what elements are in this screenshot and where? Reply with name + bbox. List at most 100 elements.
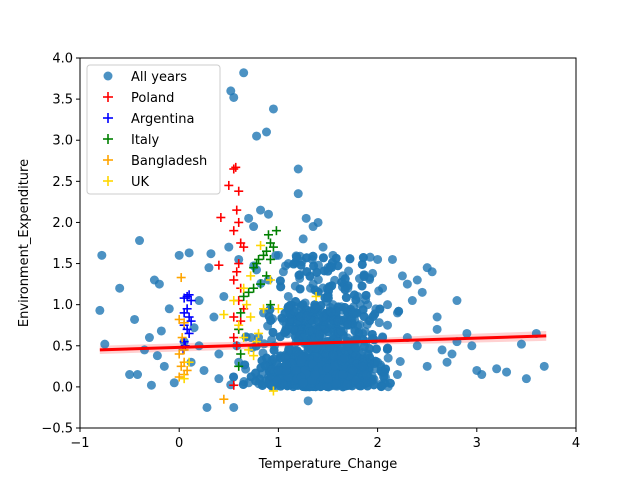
- legend-entry: All years: [103, 70, 187, 85]
- poland-marker: [214, 260, 224, 270]
- y-tick-label: 1.0: [52, 298, 73, 313]
- all-years-point: [269, 345, 279, 355]
- legend-marker: [103, 113, 113, 123]
- all-years-point: [97, 250, 107, 260]
- all-years-point: [283, 259, 293, 269]
- all-years-point: [257, 356, 267, 366]
- all-years-point: [308, 251, 318, 261]
- x-tick-label: 1: [274, 436, 282, 451]
- y-tick-label: 3.5: [52, 93, 73, 108]
- all-years-point: [251, 368, 261, 378]
- all-years-point: [288, 324, 298, 334]
- all-years-point: [293, 189, 303, 199]
- all-years-point: [357, 259, 367, 269]
- uk-marker: [242, 300, 252, 310]
- all-years-point: [353, 291, 363, 301]
- all-years-point: [374, 318, 384, 328]
- legend-entry: Argentina: [103, 112, 194, 127]
- all-years-point: [214, 349, 224, 359]
- all-years-point: [381, 364, 391, 374]
- all-years-point: [152, 351, 162, 361]
- all-years-point: [323, 293, 333, 303]
- all-years-point: [376, 382, 386, 392]
- italy-marker: [259, 250, 269, 260]
- bangladesh-marker: [174, 314, 184, 324]
- all-years-point: [361, 290, 371, 300]
- all-years-point: [492, 364, 502, 374]
- poland-marker: [229, 164, 239, 174]
- poland-marker: [229, 226, 239, 236]
- x-axis-label: Temperature_Change: [258, 457, 398, 472]
- all-years-point: [229, 372, 239, 382]
- italy-marker: [244, 287, 254, 297]
- all-years-point: [383, 353, 393, 363]
- poland-marker: [234, 217, 244, 227]
- legend-label: All years: [131, 70, 187, 85]
- all-years-point: [385, 378, 395, 388]
- all-years-point: [359, 271, 369, 281]
- argentina-marker: [184, 328, 194, 338]
- all-years-point: [224, 242, 234, 252]
- all-years-point: [298, 333, 308, 343]
- all-years-point: [382, 344, 392, 354]
- poland-marker: [239, 242, 249, 252]
- all-years-point: [303, 396, 313, 406]
- all-years-point: [202, 402, 212, 412]
- all-years-point: [338, 370, 348, 380]
- all-years-point: [358, 361, 368, 371]
- y-tick-label: 4.0: [52, 52, 73, 67]
- all-years-point: [239, 68, 249, 78]
- uk-marker: [234, 320, 244, 330]
- all-years-point: [348, 365, 358, 375]
- all-years-point: [338, 271, 348, 281]
- all-years-point: [417, 287, 427, 297]
- all-years-point: [291, 366, 301, 376]
- all-years-point: [285, 344, 295, 354]
- uk-marker: [254, 328, 264, 338]
- all-years-point: [315, 330, 325, 340]
- all-years-point: [323, 263, 333, 273]
- all-years-point: [356, 381, 366, 391]
- uk-marker: [244, 345, 254, 355]
- plot-frame: [79, 57, 577, 429]
- legend-marker: [103, 155, 113, 165]
- all-years-point: [318, 242, 328, 252]
- legend-entry: Poland: [103, 91, 174, 106]
- all-years-point: [365, 252, 375, 262]
- all-years-point: [432, 312, 442, 322]
- uk-marker: [184, 357, 194, 367]
- y-tick-label: 1.5: [52, 257, 73, 272]
- argentina-marker: [179, 308, 189, 318]
- all-years-point: [95, 305, 105, 315]
- all-years-point: [331, 379, 341, 389]
- uk-marker: [249, 351, 259, 361]
- all-years-point: [159, 361, 169, 371]
- all-years-point: [322, 381, 332, 391]
- all-years-point: [379, 372, 389, 382]
- argentina-marker: [182, 324, 192, 334]
- all-years-point: [199, 365, 209, 375]
- y-tick-label: −0.5: [41, 422, 73, 437]
- bangladesh-marker: [174, 349, 184, 359]
- all-years-point: [164, 304, 174, 314]
- all-years-point: [263, 209, 273, 219]
- all-years-point: [351, 350, 361, 360]
- argentina-marker: [186, 316, 196, 326]
- all-years-point: [328, 250, 338, 260]
- poland-marker: [232, 205, 242, 215]
- legend-marker: [103, 176, 113, 186]
- uk-marker: [239, 333, 249, 343]
- all-years-points: [95, 68, 549, 412]
- regression-line-path: [99, 334, 547, 352]
- all-years-point: [358, 253, 368, 263]
- all-years-point: [373, 357, 383, 367]
- all-years-point: [278, 267, 288, 277]
- all-years-point: [283, 302, 293, 312]
- all-years-point: [442, 357, 452, 367]
- all-years-point: [144, 333, 154, 343]
- bangladesh-marker: [179, 318, 189, 328]
- all-years-point: [272, 376, 282, 386]
- all-years-point: [322, 363, 332, 373]
- italy-marker: [236, 308, 246, 318]
